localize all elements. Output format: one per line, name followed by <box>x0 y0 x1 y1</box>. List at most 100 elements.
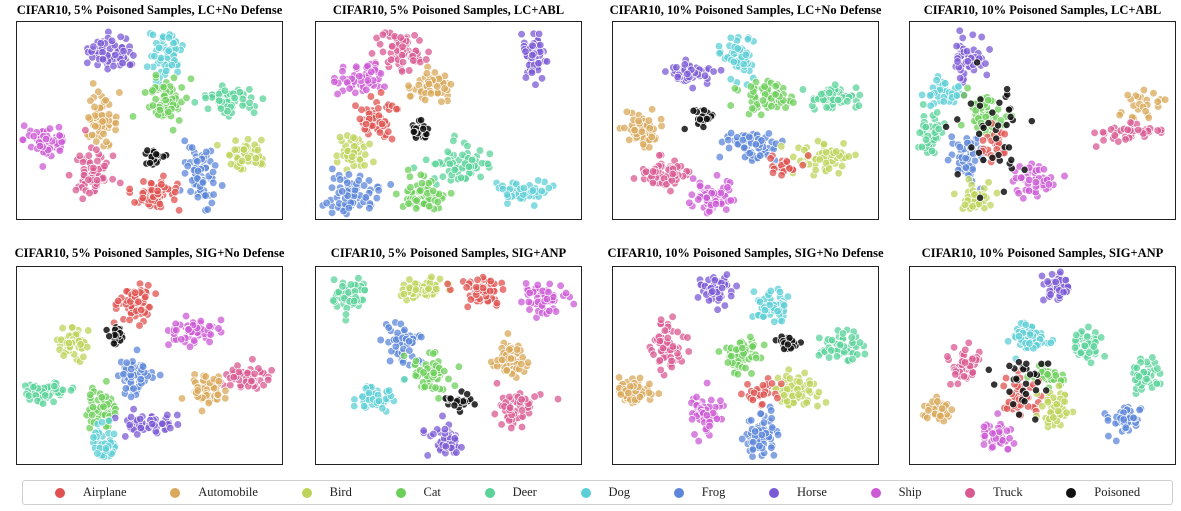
point-ship <box>525 305 534 314</box>
cluster-deer <box>814 325 870 366</box>
point-ship <box>345 84 354 93</box>
panel-title: CIFAR10, 5% Poisoned Samples, SIG+ANP <box>330 246 567 260</box>
point-ship <box>177 335 186 344</box>
point-truck <box>666 186 675 196</box>
point-airplane <box>767 379 777 388</box>
point-bird <box>369 157 378 167</box>
cluster-deer <box>914 100 949 158</box>
point-truck <box>229 372 238 382</box>
point-poisoned <box>975 101 984 110</box>
point-ship <box>561 288 571 298</box>
point-deer <box>203 104 213 113</box>
point-airplane <box>443 279 452 289</box>
point-frog <box>338 187 347 196</box>
point-ship <box>38 162 47 171</box>
point-frog <box>745 149 754 158</box>
cluster-bird <box>213 135 267 174</box>
cluster-cat <box>726 76 798 119</box>
point-frog <box>180 169 190 178</box>
point-airplane <box>141 292 150 302</box>
point-deer <box>249 108 259 117</box>
point-truck <box>397 67 407 76</box>
point-bird <box>960 200 970 209</box>
point-ship <box>172 326 181 335</box>
point-cat <box>406 183 415 192</box>
cluster-cat <box>399 348 464 403</box>
point-truck <box>405 66 414 75</box>
cluster-truck <box>645 312 693 380</box>
point-automobile <box>1139 85 1149 95</box>
point-cat <box>726 101 735 110</box>
point-dog <box>783 292 793 301</box>
point-truck <box>78 194 87 203</box>
point-airplane <box>131 288 140 297</box>
point-cat <box>169 73 179 82</box>
point-truck <box>388 42 397 51</box>
cluster-dog <box>492 176 558 210</box>
point-automobile <box>84 113 93 122</box>
point-cat <box>161 95 170 105</box>
point-ship <box>363 61 372 71</box>
point-automobile <box>634 116 643 126</box>
point-horse <box>119 46 128 56</box>
point-bird <box>237 156 247 166</box>
point-poisoned <box>1006 112 1015 121</box>
point-frog <box>391 342 400 351</box>
legend-item-deer: Deer <box>484 485 537 500</box>
point-dog <box>780 301 789 310</box>
point-cat <box>159 82 168 92</box>
point-deer <box>1148 353 1157 362</box>
point-deer <box>483 159 493 169</box>
point-ship <box>54 123 64 132</box>
point-deer <box>475 146 485 155</box>
point-airplane <box>758 381 768 390</box>
point-bird <box>795 377 804 386</box>
legend-label: Automobile <box>198 485 258 499</box>
legend-label: Dog <box>608 485 631 499</box>
point-poisoned <box>979 123 988 132</box>
point-truck <box>656 365 665 375</box>
point-dog <box>164 33 174 42</box>
point-poisoned <box>942 122 951 131</box>
point-ship <box>214 324 223 333</box>
point-automobile <box>622 107 632 116</box>
point-bird <box>1054 406 1063 416</box>
point-deer <box>1083 332 1092 341</box>
point-ship <box>722 205 731 214</box>
point-dog <box>917 90 927 100</box>
point-ship <box>705 421 714 431</box>
point-horse <box>136 414 145 424</box>
point-ship <box>712 171 722 180</box>
point-truck <box>1123 125 1132 134</box>
point-horse <box>419 426 428 435</box>
panel-title: CIFAR10, 5% Poisoned Samples, LC+No Defe… <box>16 3 283 17</box>
point-cat <box>748 342 757 351</box>
cluster-automobile <box>919 392 956 426</box>
point-horse <box>709 67 718 76</box>
point-bird <box>361 150 370 159</box>
point-cat <box>431 383 440 392</box>
point-dog <box>1046 338 1055 347</box>
point-ship <box>355 72 364 81</box>
point-poisoned <box>105 332 114 341</box>
cluster-dog <box>1003 318 1057 363</box>
point-dog <box>726 75 735 84</box>
point-truck <box>684 347 693 356</box>
point-horse <box>98 48 107 57</box>
point-frog <box>344 170 354 179</box>
point-ship <box>988 443 997 452</box>
point-horse <box>1059 287 1068 297</box>
point-frog <box>126 392 136 401</box>
point-dog <box>502 190 512 199</box>
point-truck <box>1099 136 1108 145</box>
point-deer <box>485 149 494 158</box>
point-cat <box>747 369 756 378</box>
point-airplane <box>1001 373 1011 383</box>
point-frog <box>748 452 757 461</box>
point-cat <box>771 82 780 91</box>
point-airplane <box>999 381 1008 391</box>
point-horse <box>173 410 182 420</box>
plot-frame <box>16 266 283 465</box>
point-cat <box>733 370 743 379</box>
point-dog <box>715 49 724 58</box>
